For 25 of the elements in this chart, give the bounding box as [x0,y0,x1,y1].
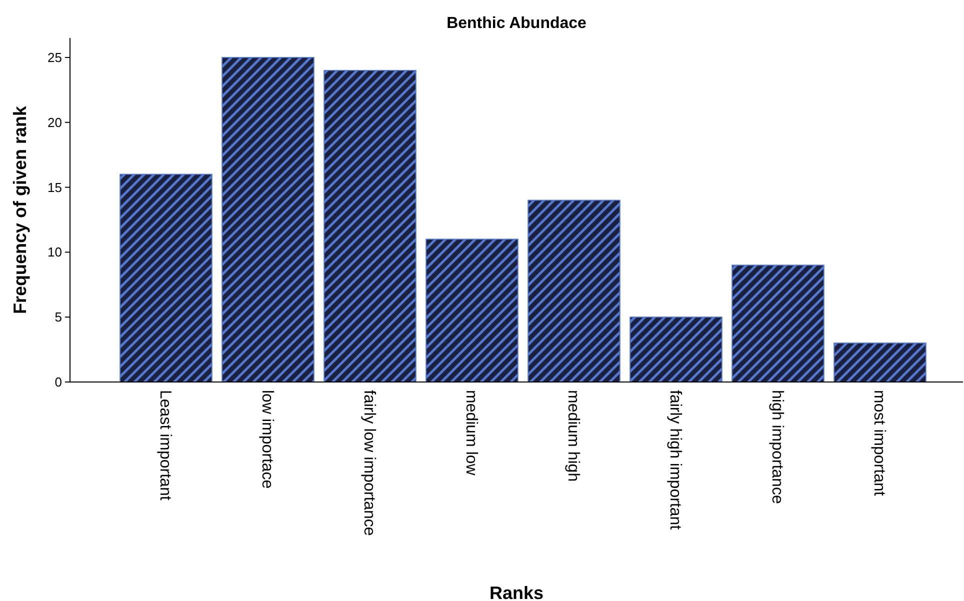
x-axis-title: Ranks [489,583,544,601]
chart-title: Benthic Abundace [446,15,587,32]
y-axis-title: Frequency of given rank [10,104,30,314]
bar [834,342,926,382]
bar [120,174,212,382]
bar [222,56,314,382]
x-tick-label: low importace [258,390,276,489]
x-tick-label: medium low [462,390,480,476]
bar [426,238,518,382]
x-tick-label: fairly low importance [360,390,378,536]
bar [630,316,722,382]
x-tick-label: high importance [768,390,786,504]
y-tick-label: 10 [48,244,62,260]
y-tick-label: 5 [54,310,62,325]
y-tick-label: 0 [54,374,62,390]
x-tick-label: medium high [564,390,582,482]
bar [324,70,416,382]
y-tick-label: 20 [48,114,62,130]
bar [732,264,824,382]
y-tick-label: 15 [48,180,62,195]
x-tick-label: Least important [156,390,174,501]
x-tick-label: most important [870,390,888,496]
bar [528,200,620,382]
x-tick-label: fairly high important [666,390,684,530]
y-tick-label: 25 [48,50,62,66]
